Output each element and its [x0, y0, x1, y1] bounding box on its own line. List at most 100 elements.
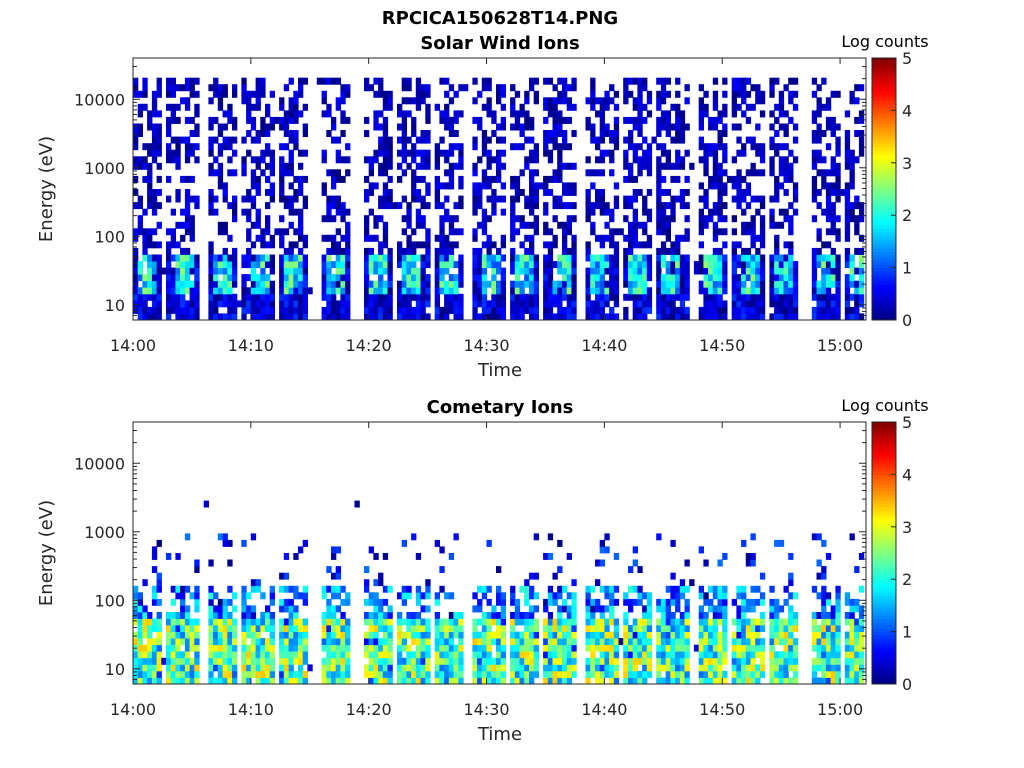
- heatmap-cell: [755, 598, 761, 606]
- heatmap-cell: [792, 644, 799, 652]
- heatmap-cell: [321, 234, 327, 242]
- heatmap-cell: [774, 300, 780, 308]
- heatmap-cell: [514, 254, 521, 262]
- heatmap-cell: [477, 657, 483, 665]
- heatmap-cell: [189, 215, 195, 223]
- heatmap-cell: [340, 208, 346, 216]
- heatmap-cell: [133, 300, 139, 308]
- heatmap-cell: [481, 261, 488, 269]
- heatmap-cell: [835, 162, 841, 170]
- heatmap-cell: [151, 202, 158, 210]
- heatmap-cell: [283, 162, 290, 170]
- heatmap-cell: [821, 254, 827, 262]
- heatmap-cell: [830, 254, 836, 262]
- heatmap-cell: [340, 274, 346, 282]
- heatmap-cell: [646, 664, 653, 672]
- heatmap-cell: [213, 156, 219, 164]
- heatmap-cell: [340, 254, 346, 262]
- colorbar-segment: [872, 441, 896, 446]
- heatmap-cell: [660, 274, 667, 282]
- heatmap-cell: [335, 156, 341, 164]
- heatmap-cell: [283, 300, 290, 308]
- heatmap-cell: [269, 592, 275, 600]
- heatmap-cell: [472, 77, 478, 85]
- heatmap-cell: [133, 274, 139, 282]
- heatmap-cell: [835, 169, 841, 177]
- heatmap-cell: [175, 638, 181, 646]
- heatmap-cell: [774, 664, 780, 672]
- heatmap-cell: [698, 182, 704, 190]
- heatmap-cell: [637, 280, 643, 288]
- heatmap-cell: [529, 254, 535, 262]
- heatmap-cell: [821, 182, 827, 190]
- heatmap-cell: [854, 215, 860, 223]
- heatmap-cell: [378, 195, 384, 203]
- heatmap-cell: [557, 221, 563, 229]
- heatmap-cell: [533, 670, 539, 678]
- heatmap-cell: [491, 208, 497, 216]
- heatmap-cell: [566, 97, 572, 105]
- heatmap-cell: [250, 644, 257, 652]
- heatmap-cell: [175, 254, 181, 262]
- heatmap-cell: [137, 267, 143, 275]
- heatmap-cell: [684, 149, 690, 157]
- heatmap-cell: [741, 300, 747, 308]
- heatmap-cell: [533, 631, 539, 639]
- heatmap-cell: [250, 90, 257, 98]
- heatmap-cell: [298, 293, 304, 301]
- heatmap-cell: [472, 644, 478, 652]
- heatmap-cell: [477, 195, 483, 203]
- heatmap-cell: [599, 293, 605, 301]
- heatmap-cell: [651, 136, 657, 144]
- heatmap-cell: [821, 644, 827, 652]
- heatmap-cell: [340, 156, 346, 164]
- heatmap-cell: [698, 644, 704, 652]
- x-tick-label: 14:00: [110, 700, 156, 719]
- heatmap-cell: [632, 651, 638, 659]
- heatmap-cell: [298, 182, 304, 190]
- heatmap-cell: [547, 293, 554, 301]
- heatmap-cell: [844, 287, 851, 295]
- heatmap-cell: [557, 677, 563, 685]
- heatmap-cell: [524, 195, 530, 203]
- heatmap-cell: [774, 313, 780, 321]
- heatmap-cell: [562, 670, 568, 678]
- heatmap-cell: [481, 664, 488, 672]
- plot-frame: [132, 421, 867, 685]
- heatmap-cell: [458, 182, 464, 190]
- heatmap-cell: [156, 618, 162, 626]
- heatmap-cell: [458, 143, 464, 151]
- heatmap-cell: [260, 287, 266, 295]
- heatmap-cell: [599, 189, 605, 196]
- heatmap-cell: [401, 123, 407, 131]
- heatmap-cell: [792, 638, 799, 646]
- heatmap-cell: [656, 533, 662, 541]
- heatmap-cell: [486, 77, 492, 85]
- heatmap-cell: [184, 267, 191, 275]
- colorbar-segment: [872, 454, 896, 459]
- heatmap-cell: [835, 90, 841, 98]
- heatmap-cell: [180, 605, 186, 613]
- heatmap-cell: [774, 539, 780, 547]
- heatmap-cell: [844, 202, 851, 210]
- heatmap-cell: [477, 90, 483, 98]
- heatmap-cell: [642, 208, 648, 216]
- heatmap-cell: [849, 169, 855, 177]
- heatmap-cell: [180, 254, 186, 262]
- heatmap-cell: [137, 103, 143, 111]
- heatmap-cell: [387, 618, 393, 626]
- heatmap-cell: [552, 84, 558, 92]
- heatmap-cell: [613, 293, 620, 301]
- heatmap-cell: [769, 293, 775, 301]
- heatmap-cell: [595, 664, 601, 672]
- heatmap-cell: [458, 306, 464, 314]
- heatmap-cell: [298, 287, 304, 295]
- heatmap-cell: [439, 274, 445, 282]
- heatmap-cell: [246, 247, 252, 255]
- heatmap-cell: [189, 313, 195, 321]
- heatmap-cell: [778, 274, 785, 282]
- heatmap-cell: [283, 169, 290, 177]
- heatmap-cell: [373, 677, 379, 685]
- heatmap-cell: [246, 293, 252, 301]
- heatmap-cell: [397, 293, 403, 301]
